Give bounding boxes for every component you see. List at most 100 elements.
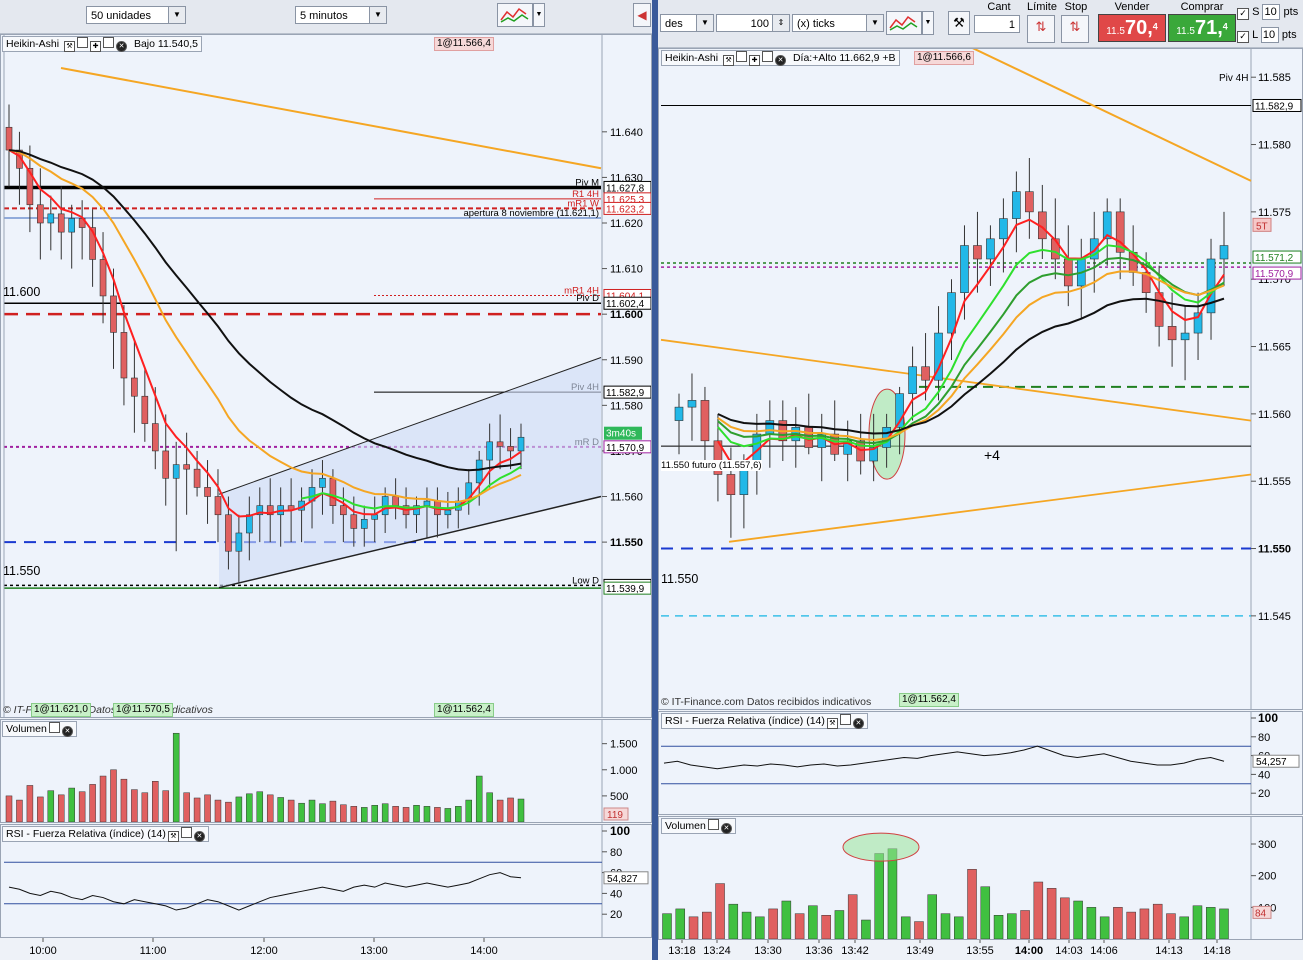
chart-type-button[interactable]	[886, 11, 922, 35]
left-volume-chart[interactable]: 1.500 1.000 500 119 Volumen ✕	[0, 719, 652, 823]
candle-body	[1115, 211, 1125, 253]
candle-body	[1025, 191, 1034, 213]
chart-type-button[interactable]	[497, 3, 533, 27]
timer-tag-label: 5T	[1256, 221, 1268, 232]
volume-bar	[204, 794, 211, 822]
moving-average-line	[717, 244, 1225, 448]
y-tick-label: 1.000	[610, 765, 638, 777]
candle-body	[214, 496, 222, 516]
limit-points-input[interactable]: 10	[1260, 27, 1279, 43]
volume-bar	[172, 732, 180, 822]
chart-type-dropdown[interactable]: ▼	[533, 3, 545, 27]
left-volume-svg: 1.500 1.000 500 119	[5, 720, 638, 822]
close-icon[interactable]: ✕	[720, 823, 732, 834]
price-tag-box	[1252, 250, 1302, 264]
volume-bar	[37, 796, 44, 822]
close-icon[interactable]: ✕	[116, 41, 128, 52]
close-icon[interactable]: ✕	[61, 726, 73, 737]
close-icon[interactable]: ✕	[775, 55, 787, 66]
volume-bar	[78, 791, 86, 822]
volume-bar	[781, 900, 792, 939]
minimize-icon[interactable]	[762, 51, 774, 62]
maximize-icon[interactable]	[839, 714, 851, 725]
checkbox-checked-icon[interactable]: ✓	[1237, 31, 1249, 43]
candle-body	[1051, 238, 1060, 260]
stop-points-input[interactable]: 10	[1262, 4, 1281, 20]
volume-bar	[329, 800, 337, 822]
price-tag-label: 11.627,8	[606, 183, 645, 194]
volume-bar	[1033, 881, 1044, 939]
volume-bar	[162, 790, 169, 822]
close-icon[interactable]: ✕	[852, 718, 864, 729]
candle-body	[908, 366, 917, 394]
right-rsi-chart[interactable]: 1008060402054,257 RSI - Fuerza Relativa …	[658, 711, 1303, 815]
left-price-chart[interactable]: 11.640 11.630 11.620 11.610 11.600 11.590 11.5…	[0, 34, 652, 718]
pane-splitter[interactable]	[652, 0, 658, 960]
volume-header: Volumen ✕	[2, 721, 77, 737]
candle-body	[99, 259, 107, 297]
trade-tag: 1@11.562,4	[899, 693, 959, 707]
volume-bar	[847, 894, 858, 939]
chevron-down-icon: ▼	[369, 7, 386, 23]
volume-bar	[821, 915, 831, 939]
wrench-icon[interactable]: ⚒	[167, 831, 179, 842]
wrench-icon: ⚒	[953, 15, 965, 30]
candle-body	[57, 213, 65, 233]
candle-body	[986, 238, 995, 260]
volume-bar	[980, 886, 991, 939]
chart-type-dropdown[interactable]: ▼	[922, 11, 934, 35]
wrench-icon[interactable]: ⚒	[64, 41, 76, 52]
candle-body	[947, 292, 956, 334]
y-tick-label: 11.580	[1258, 140, 1291, 152]
moving-average-line	[301, 465, 522, 510]
price-tag-box	[603, 440, 651, 454]
wrench-icon[interactable]: ⚒	[723, 55, 735, 66]
buy-button[interactable]: 11.571,4	[1168, 14, 1236, 42]
settings-button[interactable]: ⚒	[948, 11, 970, 35]
chart-type-icon	[500, 7, 529, 23]
maximize-icon[interactable]	[180, 827, 192, 838]
y-tick-label: 11.575	[1258, 207, 1291, 219]
volume-bar	[675, 908, 686, 939]
move-icon[interactable]: ✚	[749, 55, 761, 66]
wrench-icon[interactable]: ⚒	[826, 718, 838, 729]
y-tick-label: 11.560	[1258, 409, 1291, 421]
candle-body	[444, 509, 452, 516]
maximize-icon[interactable]	[77, 37, 89, 48]
moving-average-line	[717, 256, 1225, 445]
right-price-chart[interactable]: 11.585 11.580 11.575 11.570 11.565 11.560 11.5…	[658, 48, 1303, 710]
volume-bar	[277, 797, 284, 822]
limit-order-button[interactable]: ⇅	[1027, 15, 1055, 43]
y-tick-label: 100	[1258, 712, 1278, 725]
volume-bar	[371, 805, 378, 822]
right-toolbar: des ▼ 100 ⇕ (x) ticks ▼ ▼ ⚒ Cant 1 Límite ⇅…	[658, 0, 1303, 48]
maximize-icon[interactable]	[48, 722, 60, 733]
x-tick-label: 13:55	[966, 945, 994, 957]
checkbox-checked-icon[interactable]: ✓	[1237, 8, 1249, 20]
rsi-last-label: 54,257	[1256, 757, 1287, 768]
units-select[interactable]: des ▼	[660, 14, 714, 32]
volume-bar	[927, 894, 937, 939]
left-rsi-chart[interactable]: 1008060402054,827 RSI - Fuerza Relativa …	[0, 824, 652, 938]
stepper-icon[interactable]: ⇕	[772, 15, 789, 31]
scroll-back-button[interactable]: ◀	[633, 3, 651, 27]
maximize-icon[interactable]	[736, 51, 748, 62]
stop-order-button[interactable]: ⇅	[1061, 15, 1089, 43]
minimize-icon[interactable]	[103, 37, 115, 48]
candle-body	[392, 496, 399, 506]
volume-bar	[993, 915, 1004, 939]
move-icon[interactable]: ✚	[90, 41, 102, 52]
volume-bar	[16, 799, 23, 822]
stop-label: Stop	[1064, 1, 1088, 13]
candle-body	[700, 400, 710, 442]
sell-button[interactable]: 11.570,4	[1098, 14, 1166, 42]
volume-bar	[808, 905, 818, 939]
order-quantity-input[interactable]: 1	[974, 15, 1020, 33]
quantity-stepper[interactable]: 100 ⇕	[716, 14, 790, 32]
right-volume-chart[interactable]: 30020010084 Volumen✕	[658, 816, 1303, 940]
units-select[interactable]: 50 unidades ▼	[86, 6, 186, 24]
interval-select[interactable]: 5 minutos ▼	[295, 6, 387, 24]
maximize-icon[interactable]	[707, 819, 719, 830]
close-icon[interactable]: ✕	[193, 831, 205, 842]
ticks-select[interactable]: (x) ticks ▼	[792, 14, 884, 32]
